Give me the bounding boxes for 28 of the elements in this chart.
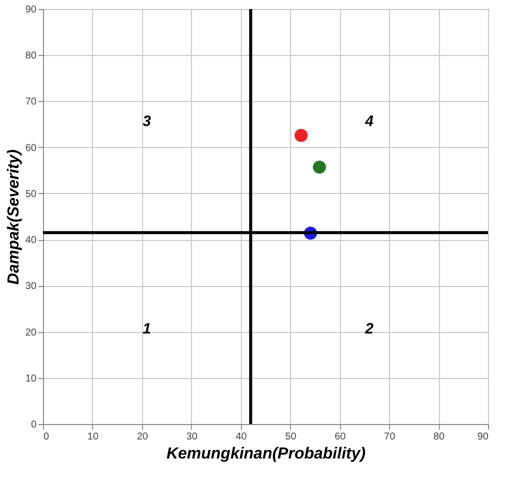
x-axis-title: Kemungkinan(Probability)	[166, 446, 366, 462]
y-tick-label: 60	[25, 142, 37, 154]
y-tick-label: 70	[25, 96, 37, 108]
x-tick-label: 40	[236, 432, 248, 442]
x-tick-label: 50	[285, 432, 297, 442]
x-tick-label: 70	[384, 432, 396, 442]
y-tick-label: 20	[25, 327, 37, 338]
y-tick-label: 80	[25, 50, 37, 62]
annotation: 3	[142, 112, 152, 130]
x-tick-label: 60	[334, 432, 346, 442]
x-tick-label: 90	[477, 432, 489, 442]
annotation: 2	[364, 320, 374, 338]
y-tick-label: 0	[30, 420, 37, 430]
point	[312, 160, 326, 174]
y-tick-label: 90	[25, 4, 37, 16]
x-tick-label: 80	[433, 432, 446, 442]
y-axis-title: Dampak(Severity)	[5, 149, 22, 285]
y-tick-label: 40	[25, 235, 37, 246]
y-tick-label: 30	[25, 281, 37, 292]
x-tick-label: 20	[136, 432, 148, 442]
annotation: 1	[142, 320, 152, 338]
x-tick-label: 0	[44, 432, 50, 442]
annotation: 4	[364, 112, 374, 130]
y-tick-label: 50	[25, 188, 37, 200]
y-tick-label: 10	[25, 373, 37, 384]
x-tick-label: 30	[186, 432, 198, 442]
point	[294, 128, 308, 142]
x-tick-label: 10	[87, 432, 99, 442]
